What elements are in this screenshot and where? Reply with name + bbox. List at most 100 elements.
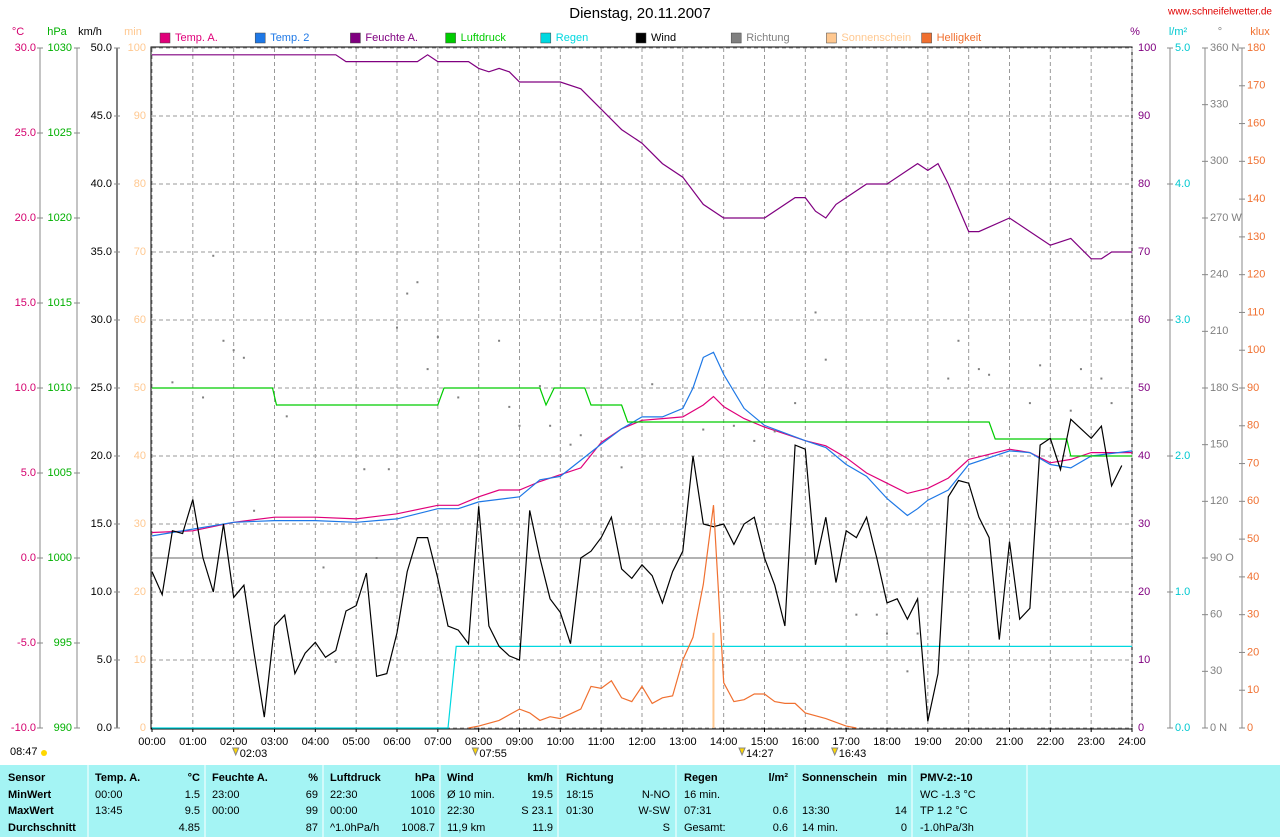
y-tick-label: 1025 xyxy=(48,127,72,139)
direction-dot xyxy=(988,373,991,376)
y-tick-label: 30 xyxy=(1210,665,1222,677)
y-tick-label: 90 xyxy=(1247,382,1259,394)
y-tick-label: 50 xyxy=(134,382,146,394)
direction-dot xyxy=(824,358,827,361)
cell: 99 xyxy=(306,805,318,817)
cell: 0.6 xyxy=(773,822,788,834)
x-tick-label: 01:00 xyxy=(179,736,207,748)
direction-dot xyxy=(285,415,288,418)
axis-unit: °C xyxy=(12,26,24,38)
cell: ^1.0hPa/h xyxy=(330,822,379,834)
y-tick-label: 80 xyxy=(134,178,146,190)
cell: N-NO xyxy=(642,789,671,801)
axis-unit: hPa xyxy=(47,26,67,38)
direction-dot xyxy=(886,632,888,635)
cell: 18:15 xyxy=(566,789,594,801)
direction-dot xyxy=(171,381,174,384)
y-tick-label: 270 W xyxy=(1210,212,1242,224)
direction-dot xyxy=(1069,409,1072,412)
series-line xyxy=(152,54,1132,260)
direction-dot xyxy=(322,566,325,569)
y-tick-label: 140 xyxy=(1247,193,1265,205)
y-tick-label: 70 xyxy=(134,246,146,258)
direction-dot xyxy=(202,396,205,399)
row-label: Sensor xyxy=(8,772,46,784)
annotation-label: 16:43 xyxy=(839,748,867,760)
y-tick-label: 15.0 xyxy=(15,297,36,309)
cell: hPa xyxy=(415,772,436,784)
y-tick-label: 160 xyxy=(1247,117,1265,129)
y-tick-label: 30 xyxy=(1247,609,1259,621)
y-tick-label: 10 xyxy=(134,654,146,666)
cell: 19.5 xyxy=(532,789,553,801)
y-tick-label: 15.0 xyxy=(91,518,112,530)
chart-title: Dienstag, 20.11.2007 xyxy=(569,5,711,22)
direction-dot xyxy=(620,466,623,469)
cell: Luftdruck xyxy=(330,772,382,784)
y-tick-label: 90 xyxy=(134,110,146,122)
cell: 1010 xyxy=(411,805,435,817)
y-tick-label: 40 xyxy=(1138,450,1150,462)
legend-label: Sonnenschein xyxy=(841,32,911,44)
x-tick-label: 15:00 xyxy=(751,736,779,748)
cell: 0 xyxy=(901,822,907,834)
cell: 13:30 xyxy=(802,805,830,817)
legend-label: Regen xyxy=(556,32,588,44)
cell: 87 xyxy=(306,822,318,834)
cell: 22:30 xyxy=(447,805,475,817)
sunshine-bar xyxy=(712,632,715,728)
y-tick-label: 80 xyxy=(1247,420,1259,432)
y-tick-label: 180 S xyxy=(1210,382,1239,394)
direction-dot xyxy=(498,339,501,342)
direction-dot xyxy=(242,356,245,359)
legend-label: Temp. A. xyxy=(175,32,218,44)
series-line xyxy=(151,351,1133,537)
x-tick-label: 23:00 xyxy=(1077,736,1105,748)
y-tick-label: 1010 xyxy=(48,382,72,394)
row-label: Durchschnitt xyxy=(8,822,76,834)
cell: S xyxy=(663,822,670,834)
axis-unit: % xyxy=(1130,26,1140,38)
y-tick-label: 1020 xyxy=(48,212,72,224)
y-tick-label: 90 xyxy=(1138,110,1150,122)
y-tick-label: 60 xyxy=(134,314,146,326)
x-tick-label: 19:00 xyxy=(914,736,942,748)
cell: °C xyxy=(188,772,200,784)
direction-dot xyxy=(538,385,541,388)
cell: 13:45 xyxy=(95,805,123,817)
series-line xyxy=(152,645,1132,729)
direction-dot xyxy=(363,468,366,471)
y-tick-label: 10 xyxy=(1138,654,1150,666)
axis-unit: min xyxy=(124,26,142,38)
sun-icon xyxy=(41,750,47,756)
annotation-marker xyxy=(830,747,839,757)
y-tick-label: 0.0 xyxy=(1175,722,1190,734)
y-tick-label: 25.0 xyxy=(15,127,36,139)
y-tick-label: 20.0 xyxy=(15,212,36,224)
cell: Ø 10 min. xyxy=(447,789,495,801)
y-tick-label: 0 xyxy=(140,722,146,734)
x-tick-label: 08:00 xyxy=(465,736,493,748)
table-background xyxy=(0,765,1280,837)
y-tick-label: 70 xyxy=(1247,457,1259,469)
y-tick-label: 45.0 xyxy=(91,110,112,122)
x-tick-label: 11:00 xyxy=(588,736,615,748)
cell: 1.5 xyxy=(185,789,200,801)
x-tick-label: 03:00 xyxy=(261,736,289,748)
x-tick-label: 04:00 xyxy=(302,736,330,748)
cell: W-SW xyxy=(638,805,670,817)
direction-dot xyxy=(651,383,654,386)
annotation-marker xyxy=(738,747,746,757)
cell: 22:30 xyxy=(330,789,358,801)
direction-dot xyxy=(457,396,460,399)
y-tick-label: 1.0 xyxy=(1175,586,1190,598)
legend-swatch xyxy=(254,32,266,44)
y-tick-label: 5.0 xyxy=(97,654,112,666)
series-line xyxy=(151,418,1123,722)
y-tick-label: 60 xyxy=(1138,314,1150,326)
y-tick-label: 150 xyxy=(1210,439,1228,451)
cell: PMV-2:-10 xyxy=(920,772,973,784)
direction-dot xyxy=(549,424,552,427)
direction-dot xyxy=(702,428,705,431)
y-tick-label: 10.0 xyxy=(15,382,36,394)
